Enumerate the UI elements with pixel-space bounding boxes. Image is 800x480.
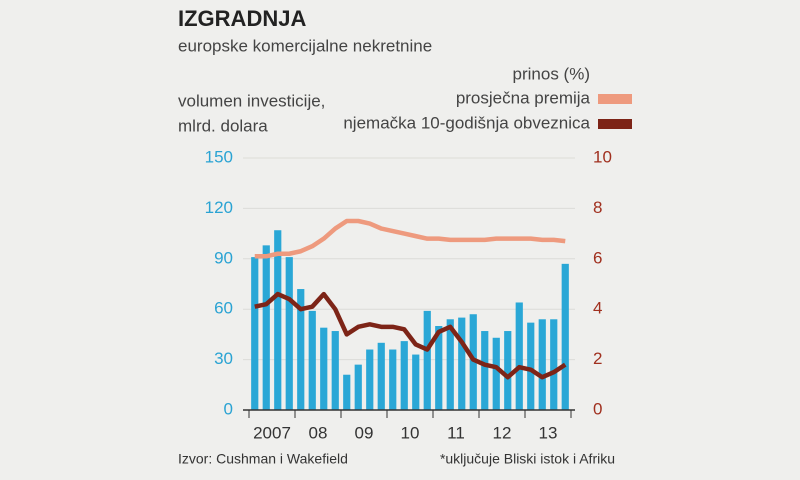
bar (366, 349, 374, 410)
bar (274, 230, 282, 410)
bar (285, 257, 293, 410)
y2-tick-label: 8 (593, 198, 602, 217)
x-tick-label: 2007 (253, 423, 291, 442)
y-axis-label: mlrd. dolara (178, 116, 268, 135)
bar (458, 317, 466, 410)
bar (308, 310, 316, 410)
bar (527, 322, 535, 410)
x-tick-label: 13 (539, 423, 558, 442)
bar (492, 337, 500, 410)
y-tick-label: 60 (214, 299, 233, 318)
y2-tick-label: 2 (593, 349, 602, 368)
footnote: *uključuje Bliski istok i Afriku (440, 451, 615, 467)
x-tick-label: 10 (401, 423, 420, 442)
y2-tick-label: 10 (593, 147, 612, 166)
bar (320, 327, 328, 410)
y2-axis-label: prinos (%) (513, 64, 590, 83)
bar (377, 342, 385, 410)
bar (389, 349, 397, 410)
bar (412, 354, 420, 410)
x-tick-label: 12 (493, 423, 512, 442)
chart-title: IZGRADNJA (178, 6, 306, 31)
bar (262, 245, 270, 410)
line-series (254, 291, 567, 380)
bar (435, 326, 443, 410)
bar (550, 319, 558, 410)
y-tick-label: 0 (224, 399, 233, 418)
bar (504, 331, 512, 410)
legend-label: prosječna premija (456, 88, 591, 107)
y2-tick-label: 0 (593, 399, 602, 418)
y2-tick-label: 4 (593, 299, 602, 318)
chart-subtitle: europske komercijalne nekretnine (178, 36, 432, 55)
bar (469, 314, 477, 410)
bar (251, 257, 259, 410)
y-tick-label: 120 (205, 198, 233, 217)
y-tick-label: 30 (214, 349, 233, 368)
legend-label: njemačka 10-godišnja obveznica (343, 113, 590, 132)
legend-swatch (598, 94, 632, 104)
bar (400, 341, 408, 410)
bar (423, 310, 431, 410)
bar (331, 331, 339, 410)
line-series (254, 218, 566, 259)
y2-tick-label: 6 (593, 248, 602, 267)
y-tick-label: 90 (214, 248, 233, 267)
y-tick-label: 150 (205, 147, 233, 166)
bar (515, 302, 523, 410)
bar (343, 374, 351, 410)
bar (538, 319, 546, 410)
bar (446, 319, 454, 410)
bar (297, 289, 305, 410)
x-tick-label: 09 (355, 423, 374, 442)
bar (561, 263, 569, 410)
x-tick-label: 11 (447, 423, 465, 442)
source: Izvor: Cushman i Wakefield (178, 451, 348, 467)
bar (354, 364, 362, 410)
y-axis-label: volumen investicije, (178, 91, 325, 110)
legend-swatch (598, 119, 632, 129)
bar (481, 331, 489, 410)
x-tick-label: 08 (309, 423, 328, 442)
